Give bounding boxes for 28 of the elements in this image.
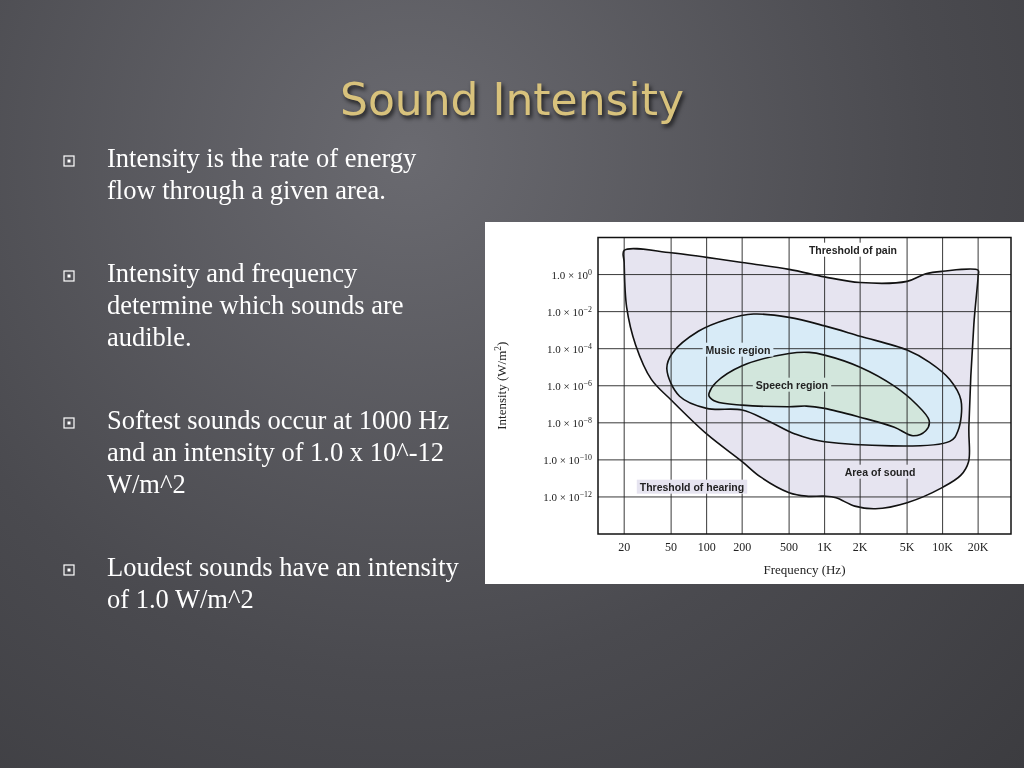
y-tick-label: 1.0 × 10$^{−8}$ (547, 415, 593, 429)
annotation: Threshold of hearing (639, 480, 745, 493)
y-tick-label: 1.0 × 10$^{−2}$ (547, 304, 593, 318)
x-tick-label: 100 (697, 540, 716, 554)
x-tick-label: 5K (899, 540, 915, 554)
series-label: Area of sound (844, 465, 916, 478)
x-tick-label: 10K (932, 540, 954, 554)
annotation: Threshold of pain (808, 243, 898, 256)
x-tick-label: 2K (852, 540, 868, 554)
y-tick-label: 1.0 × 10$^{−6}$ (547, 378, 593, 392)
text: Intensity and frequency determine which sounds are audible. (107, 258, 404, 352)
series-label: Speech region (755, 378, 829, 391)
text: Softest sounds occur at 1000 Hz and an intensity of 1.0 x 10^-12 W/m^2 (107, 405, 450, 499)
y-tick-label: 1.0 × 10$^{−12}$ (543, 489, 593, 503)
series-label: Music region (705, 343, 771, 356)
y-tick-label: 1.0 × 10$^{−4}$ (547, 341, 593, 355)
x-tick-label: 50 (665, 540, 678, 554)
x-axis-title: Frequency (Hz) (763, 562, 846, 577)
y-tick-label: 1.0 × 10$^{0}$ (551, 267, 593, 281)
x-tick-label: 200 (733, 540, 752, 554)
text: Loudest sounds have an intensity of 1.0 W/m^2 (107, 552, 460, 614)
x-tick-label: 20 (618, 540, 631, 554)
x-tick-label: 1K (817, 540, 833, 554)
text: Intensity is the rate of energy flow through a given area. (107, 143, 418, 205)
y-tick-label: 1.0 × 10$^{−10}$ (543, 452, 593, 466)
chart-title: Sound Intensity (339, 74, 685, 125)
x-tick-label: 20K (967, 540, 989, 554)
x-tick-label: 500 (780, 540, 799, 554)
